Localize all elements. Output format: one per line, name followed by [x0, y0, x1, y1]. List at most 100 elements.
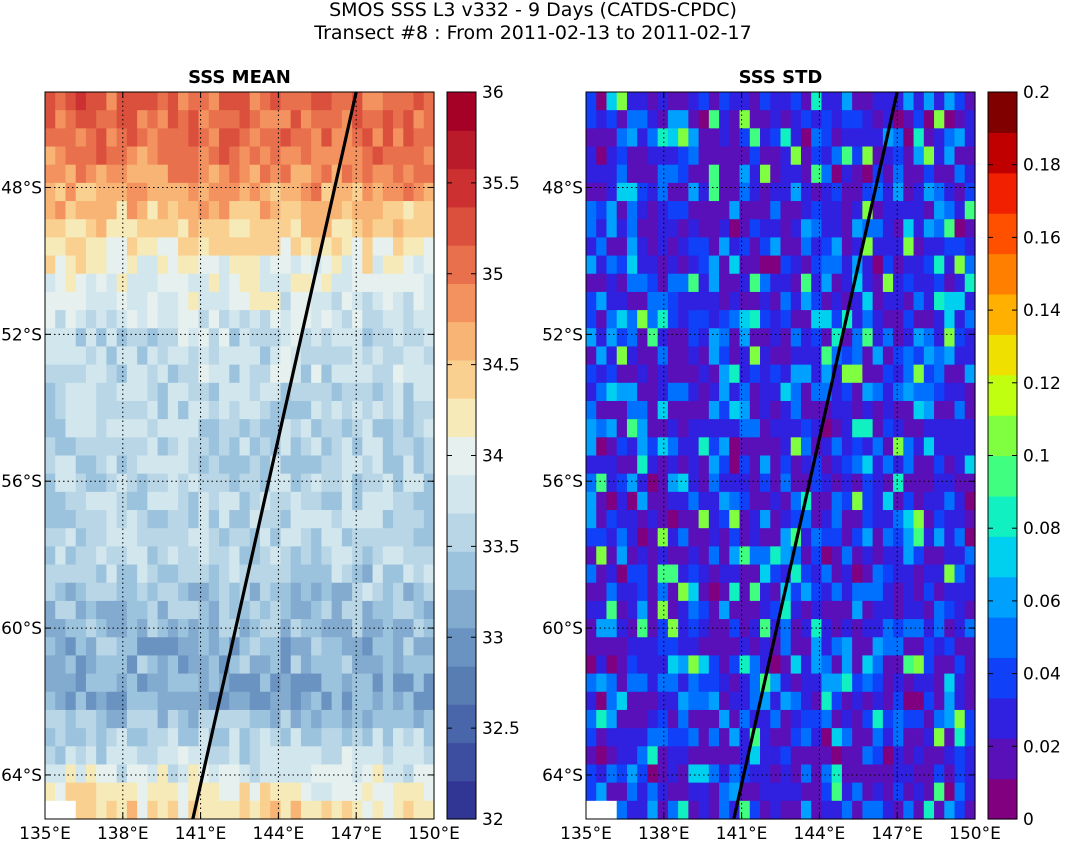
heatmap-cell	[770, 201, 782, 220]
heatmap-cell	[626, 419, 638, 438]
heatmap-cell	[882, 310, 894, 329]
heatmap-cell	[780, 691, 792, 711]
heatmap-cell	[852, 564, 863, 584]
heatmap-cell	[126, 110, 138, 129]
heatmap-cell	[55, 291, 67, 311]
heatmap-cell	[934, 800, 945, 820]
heatmap-cell	[413, 691, 425, 711]
heatmap-cell	[219, 146, 230, 166]
heatmap-cell	[637, 273, 649, 293]
heatmap-cell	[413, 473, 425, 493]
heatmap-cell	[964, 691, 976, 711]
heatmap-cell	[270, 709, 282, 729]
colorbar-segment	[988, 455, 1017, 497]
heatmap-cell	[188, 510, 200, 529]
heatmap-cell	[290, 255, 302, 275]
heatmap-cell	[698, 455, 710, 475]
heatmap-cell	[45, 110, 56, 129]
heatmap-cell	[290, 328, 302, 348]
heatmap-cell	[219, 764, 230, 784]
heatmap-cell	[362, 746, 374, 766]
heatmap-cell	[55, 237, 67, 257]
heatmap-cell	[208, 182, 220, 202]
heatmap-cell	[198, 673, 210, 693]
heatmap-cell	[770, 219, 782, 239]
heatmap-cell	[913, 419, 925, 438]
heatmap-cell	[413, 746, 425, 766]
heatmap-cell	[954, 437, 966, 457]
heatmap-cell	[637, 746, 649, 766]
colorbar-tick-label: 0.02	[1023, 737, 1061, 757]
heatmap-cell	[586, 528, 597, 547]
heatmap-cell	[893, 237, 904, 257]
heatmap-cell	[964, 655, 976, 675]
heatmap-cell	[811, 800, 823, 820]
heatmap-cell	[147, 346, 159, 366]
heatmap-cell	[586, 655, 597, 675]
heatmap-cell	[280, 255, 292, 275]
heatmap-cell	[719, 110, 730, 129]
heatmap-cell	[85, 92, 97, 111]
heatmap-cell	[657, 455, 669, 475]
heatmap-cell	[137, 491, 148, 511]
heatmap-cell	[106, 291, 118, 311]
heatmap-cell	[893, 619, 904, 638]
heatmap-cell	[934, 219, 945, 239]
heatmap-cell	[219, 328, 230, 348]
heatmap-cell	[719, 619, 730, 638]
heatmap-cell	[270, 655, 282, 675]
heatmap-cell	[678, 400, 689, 420]
heatmap-cell	[362, 600, 374, 620]
heatmap-cell	[698, 219, 710, 239]
heatmap-cell	[852, 346, 863, 366]
heatmap-cell	[229, 673, 241, 693]
heatmap-cell	[259, 782, 271, 802]
colorbar-tick-label: 34	[482, 447, 504, 467]
heatmap-cell	[739, 237, 751, 257]
heatmap-cell	[790, 764, 802, 784]
heatmap-cell	[852, 528, 863, 547]
heatmap-cell	[688, 673, 700, 693]
heatmap-cell	[423, 110, 435, 129]
heatmap-cell	[944, 655, 956, 675]
heatmap-cell	[188, 164, 200, 184]
heatmap-cell	[954, 310, 966, 329]
heatmap-cell	[657, 473, 669, 493]
heatmap-cell	[688, 328, 700, 348]
heatmap-cell	[249, 310, 261, 329]
heatmap-cell	[137, 328, 148, 348]
heatmap-cell	[596, 382, 608, 402]
heatmap-cell	[382, 437, 394, 457]
heatmap-cell	[678, 491, 689, 511]
heatmap-cell	[923, 110, 935, 129]
heatmap-cell	[893, 400, 904, 420]
heatmap-cell	[382, 128, 394, 148]
heatmap-cell	[616, 582, 628, 602]
heatmap-cell	[913, 92, 925, 111]
heatmap-cell	[637, 709, 649, 729]
heatmap-cell	[157, 291, 169, 311]
heatmap-cell	[178, 182, 189, 202]
heatmap-cell	[780, 346, 792, 366]
heatmap-cell	[229, 600, 241, 620]
heatmap-cell	[382, 273, 394, 293]
heatmap-cell	[606, 201, 618, 220]
heatmap-cell	[372, 400, 384, 420]
heatmap-cell	[739, 328, 751, 348]
heatmap-cell	[167, 600, 179, 620]
heatmap-cell	[841, 92, 853, 111]
heatmap-cell	[729, 419, 741, 438]
heatmap-cell	[106, 673, 118, 693]
heatmap-cell	[934, 546, 945, 566]
heatmap-cell	[167, 310, 179, 329]
heatmap-cell	[657, 691, 669, 711]
heatmap-cell	[393, 255, 404, 275]
heatmap-cell	[596, 219, 608, 239]
heatmap-cell	[157, 437, 169, 457]
heatmap-cell	[862, 728, 874, 747]
heatmap-cell	[872, 673, 884, 693]
heatmap-cell	[331, 146, 343, 166]
heatmap-cell	[626, 237, 638, 257]
heatmap-cell	[780, 528, 792, 547]
heatmap-cell	[321, 528, 333, 547]
